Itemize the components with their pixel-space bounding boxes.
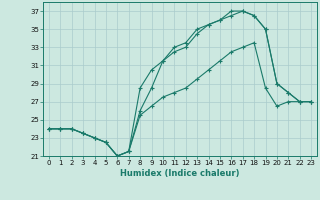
X-axis label: Humidex (Indice chaleur): Humidex (Indice chaleur) [120,169,240,178]
